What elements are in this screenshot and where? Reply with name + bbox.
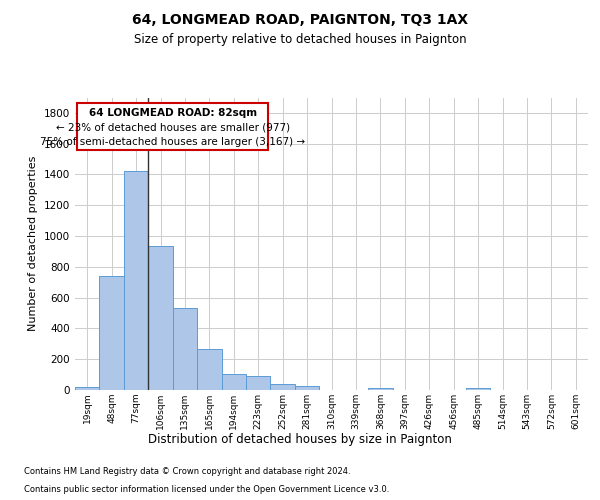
Text: 75% of semi-detached houses are larger (3,167) →: 75% of semi-detached houses are larger (…	[40, 137, 305, 147]
Text: Size of property relative to detached houses in Paignton: Size of property relative to detached ho…	[134, 32, 466, 46]
Text: Contains public sector information licensed under the Open Government Licence v3: Contains public sector information licen…	[24, 485, 389, 494]
FancyBboxPatch shape	[77, 103, 268, 150]
Text: 64 LONGMEAD ROAD: 82sqm: 64 LONGMEAD ROAD: 82sqm	[89, 108, 257, 118]
Text: Contains HM Land Registry data © Crown copyright and database right 2024.: Contains HM Land Registry data © Crown c…	[24, 467, 350, 476]
Bar	[197, 349, 221, 390]
Text: ← 23% of detached houses are smaller (977): ← 23% of detached houses are smaller (97…	[56, 122, 290, 132]
Text: Distribution of detached houses by size in Paignton: Distribution of detached houses by size …	[148, 432, 452, 446]
Text: 64, LONGMEAD ROAD, PAIGNTON, TQ3 1AX: 64, LONGMEAD ROAD, PAIGNTON, TQ3 1AX	[132, 12, 468, 26]
Bar	[75, 386, 100, 390]
Bar	[466, 388, 490, 390]
Bar	[100, 276, 124, 390]
Y-axis label: Number of detached properties: Number of detached properties	[28, 156, 38, 332]
Bar	[295, 386, 319, 390]
Bar	[368, 388, 392, 390]
Bar	[173, 308, 197, 390]
Bar	[221, 374, 246, 390]
Bar	[148, 246, 173, 390]
Bar	[124, 172, 148, 390]
Bar	[271, 384, 295, 390]
Bar	[246, 376, 271, 390]
